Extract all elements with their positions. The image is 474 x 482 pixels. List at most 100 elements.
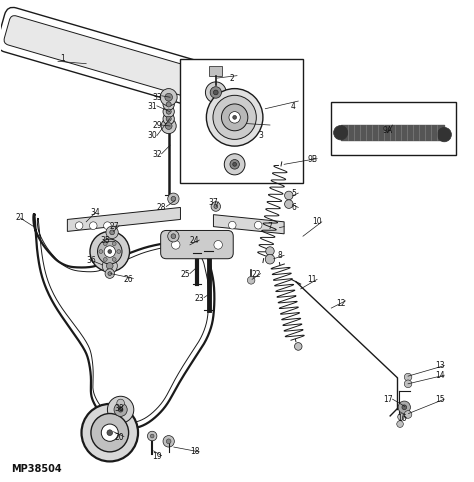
Circle shape	[221, 104, 248, 131]
Circle shape	[106, 226, 118, 239]
Circle shape	[150, 434, 154, 438]
Circle shape	[166, 102, 171, 107]
Circle shape	[117, 399, 124, 407]
FancyBboxPatch shape	[161, 230, 233, 259]
Circle shape	[105, 269, 115, 279]
Circle shape	[171, 234, 176, 239]
Circle shape	[90, 231, 129, 272]
Text: 29: 29	[152, 121, 162, 131]
Text: 25: 25	[180, 270, 190, 279]
Circle shape	[398, 414, 404, 420]
Text: 15: 15	[435, 395, 445, 403]
Circle shape	[171, 197, 176, 201]
Text: 37: 37	[209, 198, 219, 207]
Circle shape	[112, 242, 116, 245]
Circle shape	[163, 113, 174, 124]
Bar	[209, 66, 222, 76]
Circle shape	[147, 431, 157, 441]
Text: 21: 21	[16, 213, 25, 222]
FancyBboxPatch shape	[4, 15, 216, 102]
Text: 6: 6	[291, 203, 296, 212]
Circle shape	[114, 403, 127, 416]
Circle shape	[82, 404, 138, 461]
Text: 34: 34	[91, 208, 100, 217]
Text: 27: 27	[109, 222, 119, 231]
Circle shape	[163, 99, 174, 110]
Text: 13: 13	[435, 361, 445, 370]
Circle shape	[117, 250, 120, 254]
Text: 9A: 9A	[383, 126, 393, 135]
Circle shape	[233, 162, 237, 166]
Text: MP38504: MP38504	[11, 464, 62, 474]
Circle shape	[101, 424, 118, 442]
Circle shape	[213, 90, 218, 95]
Circle shape	[108, 272, 112, 276]
Text: 36: 36	[86, 255, 96, 265]
Text: 5: 5	[291, 188, 296, 198]
Circle shape	[266, 247, 274, 255]
Text: 16: 16	[397, 414, 407, 423]
Circle shape	[284, 191, 293, 200]
Circle shape	[163, 106, 174, 117]
Text: 28: 28	[157, 203, 166, 212]
Circle shape	[160, 89, 177, 106]
Circle shape	[438, 127, 451, 142]
Text: 2: 2	[230, 74, 235, 82]
Circle shape	[75, 222, 83, 229]
Circle shape	[102, 258, 117, 274]
Circle shape	[205, 82, 226, 103]
Text: 4: 4	[291, 102, 296, 111]
Text: 24: 24	[190, 237, 200, 245]
Text: 38: 38	[114, 404, 124, 413]
Circle shape	[107, 430, 113, 436]
Text: 32: 32	[152, 150, 162, 159]
Circle shape	[398, 401, 410, 414]
Text: 35: 35	[100, 237, 110, 245]
Circle shape	[213, 95, 256, 139]
Circle shape	[118, 407, 123, 412]
Circle shape	[166, 116, 171, 121]
Circle shape	[247, 277, 255, 284]
Circle shape	[98, 239, 122, 264]
Circle shape	[172, 241, 180, 249]
Circle shape	[112, 257, 116, 261]
Circle shape	[90, 222, 97, 229]
Circle shape	[211, 201, 220, 211]
Text: 12: 12	[336, 299, 346, 308]
Text: 11: 11	[308, 275, 317, 284]
Text: 7: 7	[267, 222, 273, 231]
Circle shape	[206, 89, 263, 146]
Circle shape	[284, 200, 293, 208]
Circle shape	[210, 87, 221, 98]
Polygon shape	[67, 207, 181, 231]
Circle shape	[99, 250, 103, 254]
Circle shape	[165, 94, 173, 101]
Text: 33: 33	[152, 93, 162, 102]
Circle shape	[103, 257, 107, 261]
Circle shape	[294, 343, 302, 350]
Circle shape	[161, 118, 176, 134]
Circle shape	[168, 230, 179, 242]
Circle shape	[108, 250, 112, 254]
Circle shape	[214, 204, 218, 208]
Text: 10: 10	[312, 217, 322, 227]
Circle shape	[104, 246, 116, 257]
Text: 22: 22	[251, 270, 261, 279]
Text: 17: 17	[383, 395, 392, 403]
Text: 8: 8	[277, 251, 282, 260]
Text: 23: 23	[194, 294, 204, 303]
Circle shape	[165, 122, 172, 130]
Polygon shape	[213, 214, 284, 234]
Text: 3: 3	[258, 131, 263, 140]
Circle shape	[224, 154, 245, 175]
Text: 9B: 9B	[308, 155, 318, 164]
Text: 1: 1	[60, 54, 65, 64]
Circle shape	[214, 241, 222, 249]
Circle shape	[334, 125, 348, 140]
Text: 14: 14	[435, 371, 445, 380]
Circle shape	[265, 254, 275, 264]
Circle shape	[103, 242, 107, 245]
Text: 30: 30	[147, 131, 157, 140]
Circle shape	[233, 116, 237, 119]
Circle shape	[397, 421, 403, 428]
